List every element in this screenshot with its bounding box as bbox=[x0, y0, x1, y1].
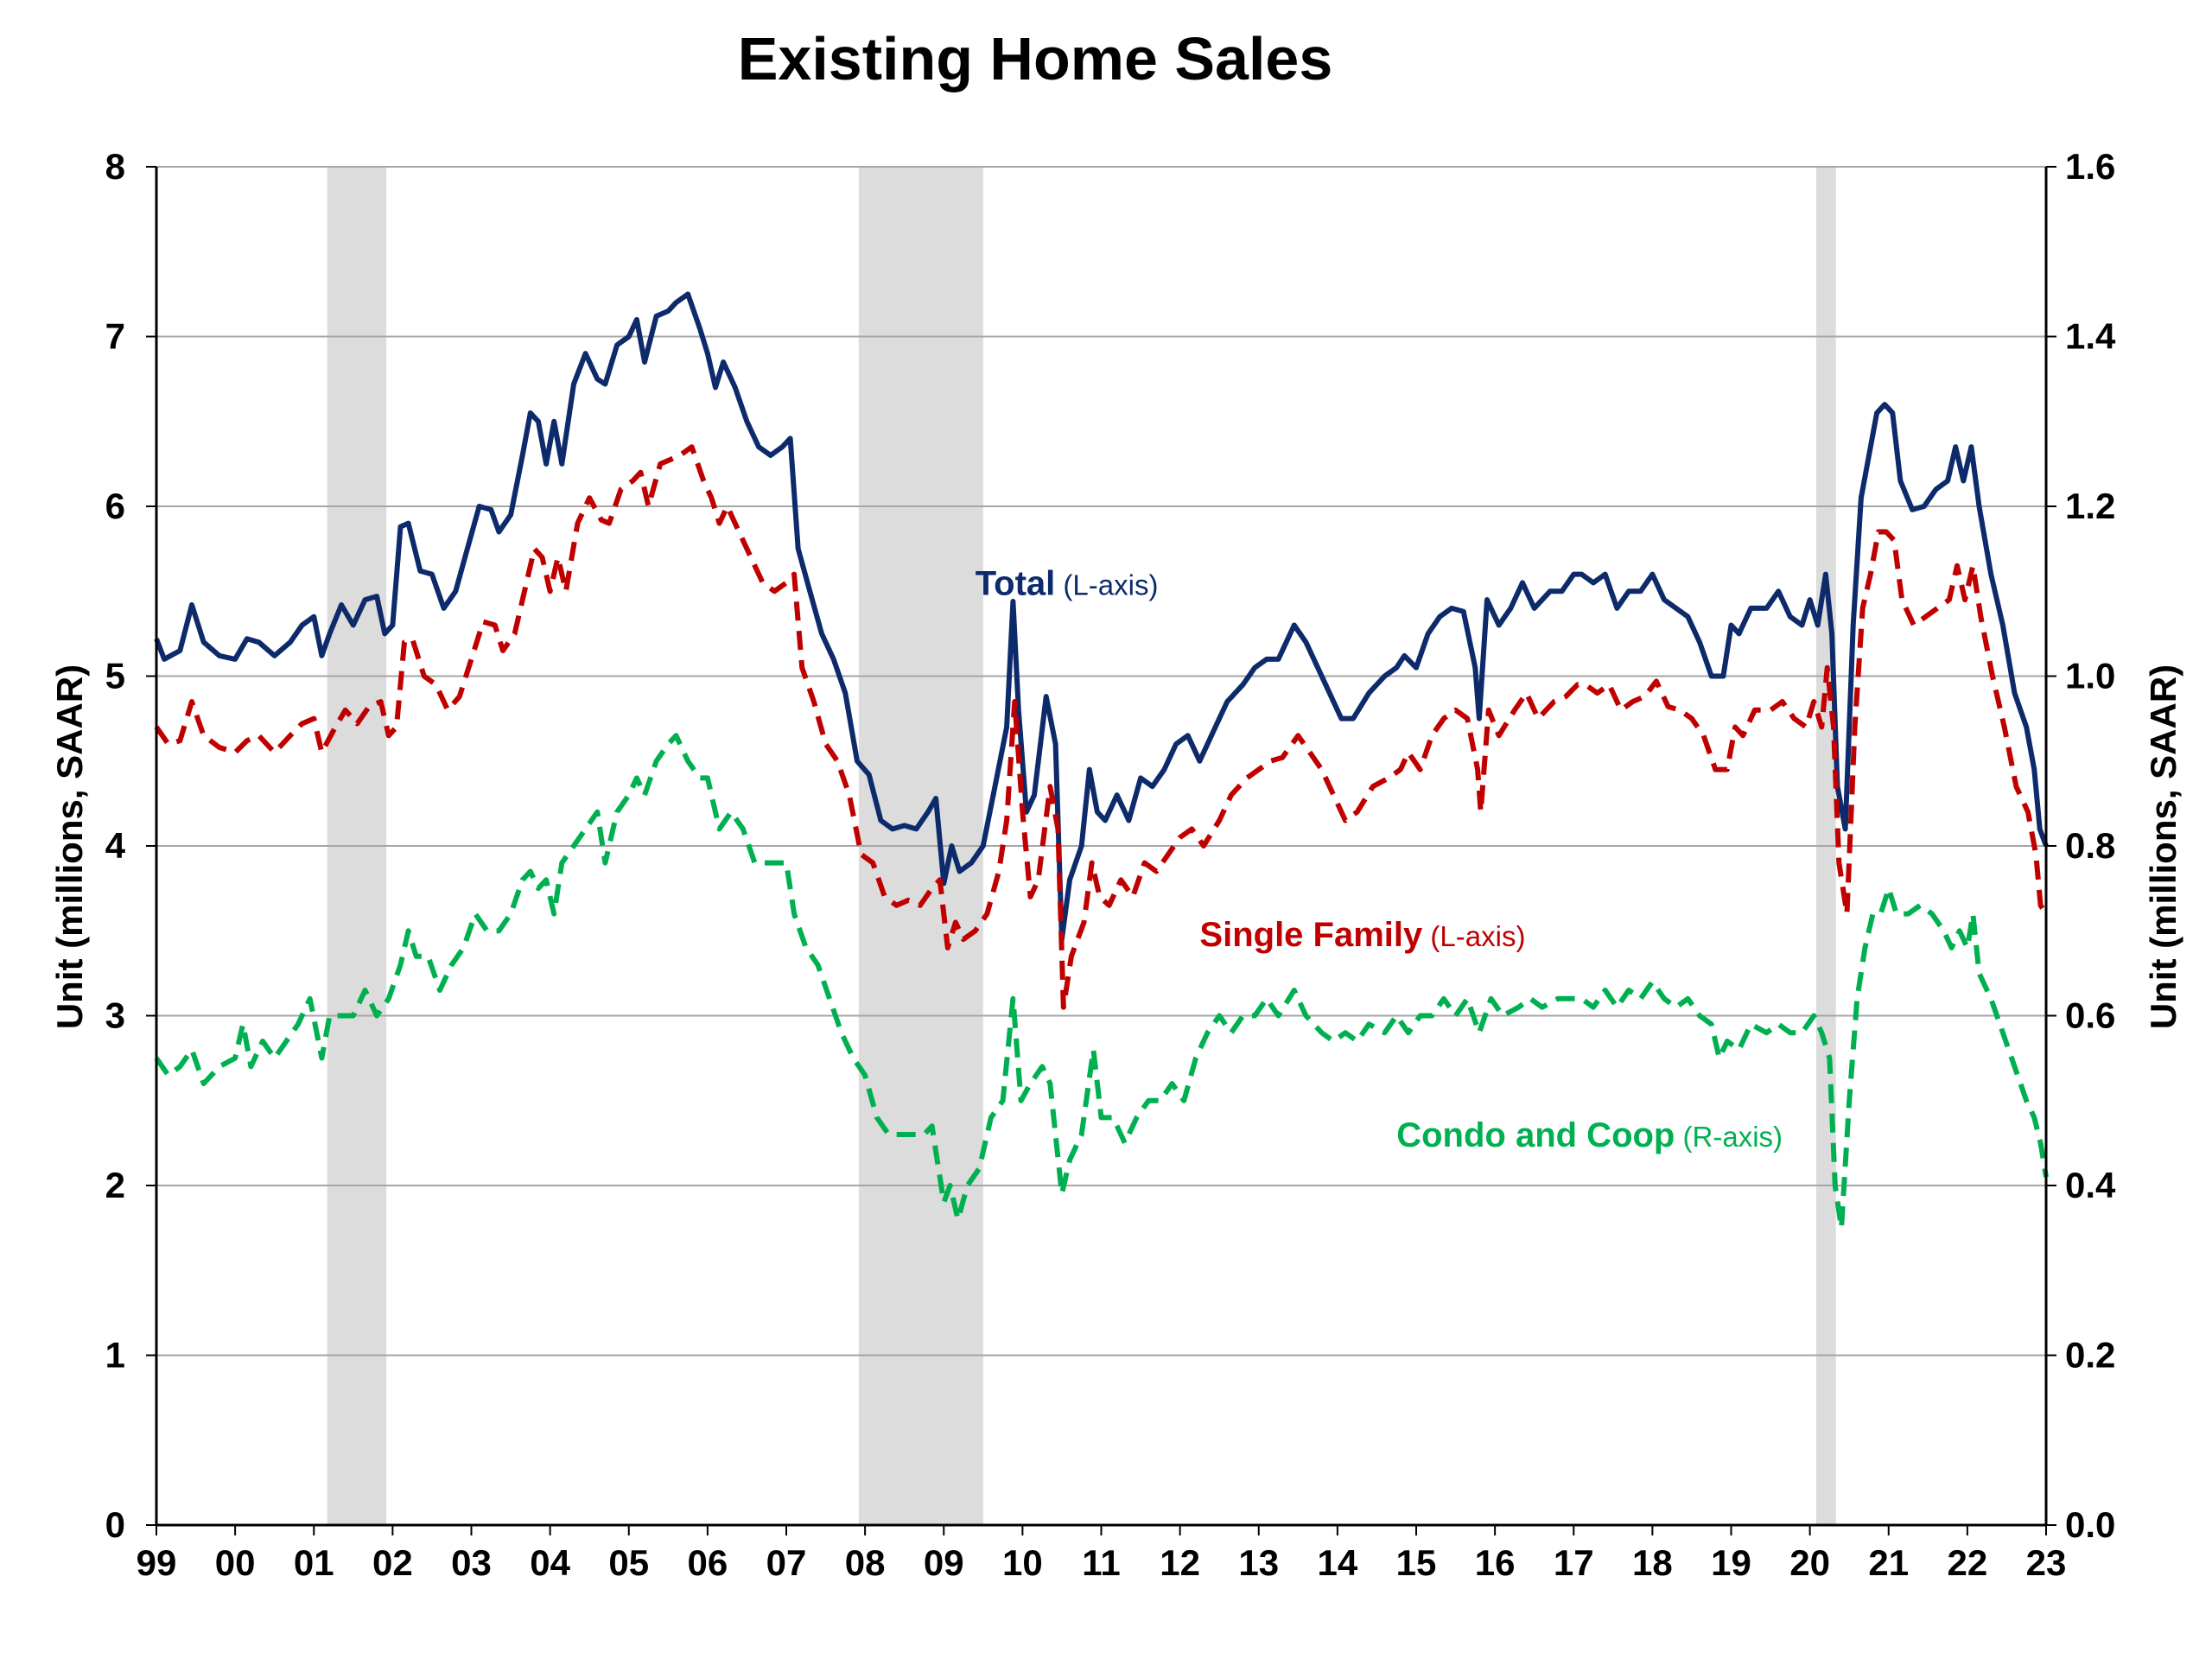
right-tick-label: 0.6 bbox=[2065, 995, 2115, 1036]
left-tick-label: 4 bbox=[105, 825, 126, 866]
x-tick-label: 07 bbox=[766, 1542, 807, 1583]
series-annotations-group: Total (L-axis)Single Family (L-axis)Cond… bbox=[976, 564, 1783, 1154]
annotation-axis-note: (L-axis) bbox=[1055, 569, 1158, 601]
series-line-condo bbox=[154, 733, 2049, 1231]
left-axis-title: Unit (millions, SAAR) bbox=[49, 664, 90, 1029]
x-tick-label: 19 bbox=[1711, 1542, 1751, 1583]
left-tick-label: 8 bbox=[105, 146, 125, 187]
x-tick-label: 04 bbox=[530, 1542, 570, 1583]
series-lines-group bbox=[154, 291, 2049, 1231]
right-tick-label: 1.4 bbox=[2065, 316, 2116, 357]
annotation-total: Total (L-axis) bbox=[976, 564, 1159, 602]
x-tick-label: 00 bbox=[215, 1542, 256, 1583]
x-tick-label: 11 bbox=[1082, 1542, 1120, 1583]
x-tick-label: 06 bbox=[688, 1542, 728, 1583]
right-tick-label: 0.4 bbox=[2065, 1165, 2116, 1205]
left-tick-label: 2 bbox=[105, 1165, 125, 1205]
right-tick-label: 0.8 bbox=[2065, 825, 2115, 866]
x-tick-label: 15 bbox=[1396, 1542, 1437, 1583]
annotation-series-name: Single Family bbox=[1199, 916, 1423, 954]
annotation-single-family: Single Family (L-axis) bbox=[1199, 916, 1525, 954]
right-tick-label: 1.6 bbox=[2065, 146, 2115, 187]
x-tick-label: 13 bbox=[1238, 1542, 1279, 1583]
x-tick-label: 18 bbox=[1632, 1542, 1673, 1583]
right-tick-label: 0.2 bbox=[2065, 1335, 2115, 1376]
annotation-series-name: Condo and Coop bbox=[1396, 1116, 1675, 1154]
annotation-condo: Condo and Coop (R-axis) bbox=[1396, 1116, 1783, 1154]
x-tick-label: 08 bbox=[845, 1542, 886, 1583]
x-tick-label: 20 bbox=[1789, 1542, 1830, 1583]
x-tick-label: 05 bbox=[608, 1542, 649, 1583]
x-tick-label: 16 bbox=[1475, 1542, 1516, 1583]
gridlines-group bbox=[156, 166, 2046, 1357]
left-tick-label: 7 bbox=[105, 316, 125, 357]
x-tick-label: 03 bbox=[451, 1542, 492, 1583]
left-tick-label: 1 bbox=[105, 1335, 125, 1376]
annotation-series-name: Total bbox=[976, 564, 1056, 602]
annotation-axis-note: (L-axis) bbox=[1422, 920, 1525, 952]
x-tick-label: 23 bbox=[2026, 1542, 2067, 1583]
x-tick-label: 02 bbox=[372, 1542, 413, 1583]
x-tick-label: 22 bbox=[1948, 1542, 1988, 1583]
series-line-total bbox=[154, 291, 2049, 943]
series-line-single-family bbox=[154, 444, 2049, 1010]
x-tick-label: 99 bbox=[137, 1542, 177, 1583]
right-tick-label: 1.0 bbox=[2065, 656, 2115, 696]
chart-title: Existing Home Sales bbox=[738, 25, 1333, 92]
x-tick-label: 10 bbox=[1002, 1542, 1043, 1583]
x-tick-label: 01 bbox=[294, 1542, 334, 1583]
left-tick-label: 6 bbox=[105, 486, 125, 526]
left-tick-label: 5 bbox=[105, 656, 125, 696]
x-tick-label: 09 bbox=[924, 1542, 964, 1583]
x-tick-label: 12 bbox=[1160, 1542, 1200, 1583]
right-tick-label: 0.0 bbox=[2065, 1504, 2115, 1545]
annotation-axis-note: (R-axis) bbox=[1675, 1121, 1783, 1153]
right-axis-title: Unit (millions, SAAR) bbox=[2143, 664, 2183, 1029]
right-tick-label: 1.2 bbox=[2065, 486, 2115, 526]
x-tick-label: 17 bbox=[1554, 1542, 1594, 1583]
left-tick-label: 3 bbox=[105, 995, 125, 1036]
x-tick-label: 21 bbox=[1868, 1542, 1909, 1583]
x-tick-label: 14 bbox=[1318, 1542, 1358, 1583]
left-tick-label: 0 bbox=[105, 1504, 125, 1545]
